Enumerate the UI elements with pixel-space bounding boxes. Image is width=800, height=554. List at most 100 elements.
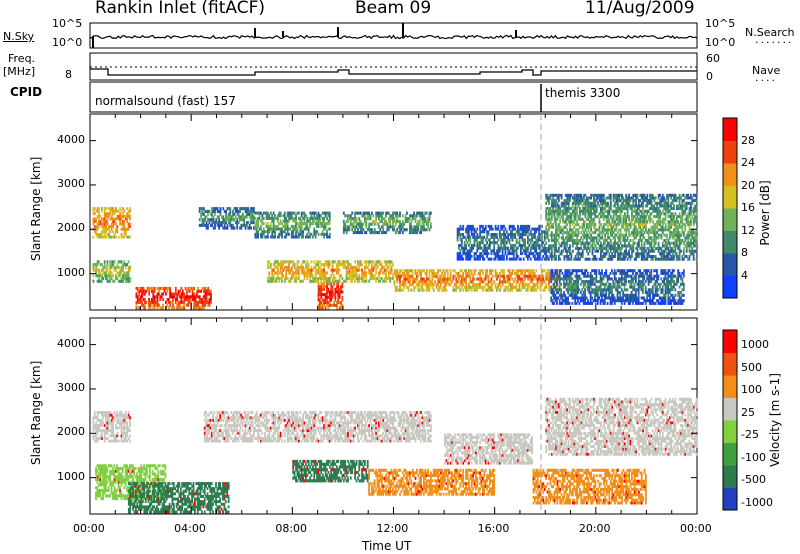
data-cell <box>300 265 303 269</box>
data-cell <box>556 249 559 253</box>
data-cell <box>680 225 682 229</box>
data-cell <box>109 235 112 239</box>
data-cell <box>609 228 612 232</box>
data-cell <box>618 209 621 213</box>
data-cell <box>638 252 640 256</box>
data-cell <box>663 217 666 221</box>
data-cell <box>500 238 503 242</box>
data-cell <box>289 216 292 220</box>
data-cell <box>656 204 659 208</box>
data-cell <box>480 285 483 289</box>
data-cell <box>195 303 198 307</box>
data-cell <box>629 233 632 237</box>
data-cell <box>584 193 587 197</box>
data-cell <box>421 228 424 232</box>
data-cell <box>123 220 126 223</box>
data-cell <box>372 265 375 269</box>
data-cell <box>373 274 376 278</box>
data-cell <box>635 217 637 221</box>
data-cell <box>126 235 129 239</box>
data-cell <box>691 215 694 219</box>
data-cell <box>314 211 317 215</box>
data-cell <box>409 228 411 232</box>
data-cell <box>618 215 621 219</box>
data-cell <box>387 277 390 281</box>
data-cell <box>368 260 370 264</box>
data-cell <box>660 225 663 229</box>
data-cell <box>522 244 525 247</box>
data-cell <box>357 231 359 235</box>
data-cell <box>659 199 661 203</box>
data-cell <box>95 263 98 267</box>
data-cell <box>571 204 574 208</box>
data-cell <box>303 268 306 272</box>
data-cell <box>420 285 422 289</box>
data-cell <box>646 241 649 245</box>
data-cell <box>564 193 567 197</box>
data-cell <box>469 269 472 273</box>
data-cell <box>438 269 441 273</box>
data-cell <box>289 227 292 231</box>
data-cell <box>427 277 429 281</box>
data-cell <box>604 199 607 203</box>
data-cell <box>594 228 597 232</box>
data-cell <box>667 215 670 219</box>
data-cell <box>403 274 406 278</box>
data-cell <box>323 285 325 289</box>
data-cell <box>487 233 490 236</box>
data-cell <box>465 283 467 287</box>
data-cell <box>668 223 671 227</box>
data-cell <box>563 225 566 229</box>
data-cell <box>296 271 299 275</box>
data-cell <box>489 224 491 228</box>
data-cell <box>268 271 271 275</box>
data-cell <box>342 260 345 264</box>
data-cell <box>319 298 321 302</box>
data-cell <box>525 233 528 236</box>
data-cell <box>646 220 649 224</box>
data-cell <box>473 254 476 258</box>
data-cell <box>472 244 474 247</box>
data-cell <box>602 196 605 200</box>
data-cell <box>469 241 472 245</box>
data-cell <box>169 303 171 307</box>
data-cell <box>692 207 695 211</box>
data-cell <box>337 293 340 297</box>
data-cell <box>538 252 540 256</box>
data-cell <box>357 263 359 267</box>
data-cell <box>484 249 487 253</box>
data-cell <box>666 233 668 237</box>
data-cell <box>413 231 415 235</box>
data-cell <box>615 225 618 229</box>
data-cell <box>563 241 566 245</box>
data-cell <box>246 212 248 216</box>
data-cell <box>476 257 479 261</box>
data-cell <box>326 271 328 275</box>
data-cell <box>511 252 514 256</box>
data-cell <box>465 257 467 261</box>
data-cell <box>475 230 477 234</box>
data-cell <box>205 209 208 213</box>
data-cell <box>675 215 678 219</box>
data-cell <box>670 225 673 229</box>
data-cell <box>345 228 348 232</box>
data-cell <box>141 289 143 293</box>
data-cell <box>317 216 320 220</box>
data-cell <box>656 201 659 205</box>
data-cell <box>365 263 368 267</box>
data-cell <box>296 230 299 234</box>
data-cell <box>264 230 266 234</box>
data-cell <box>556 196 559 200</box>
data-cell <box>652 231 654 235</box>
data-cell <box>512 285 515 289</box>
data-cell <box>228 218 230 222</box>
data-cell <box>507 235 510 239</box>
data-cell <box>682 199 685 203</box>
freq-trace <box>90 68 697 76</box>
data-cell <box>268 214 271 218</box>
data-cell <box>180 286 183 290</box>
data-cell <box>186 295 188 299</box>
data-cell <box>305 224 307 228</box>
data-cell <box>498 277 501 281</box>
data-cell <box>416 231 418 235</box>
